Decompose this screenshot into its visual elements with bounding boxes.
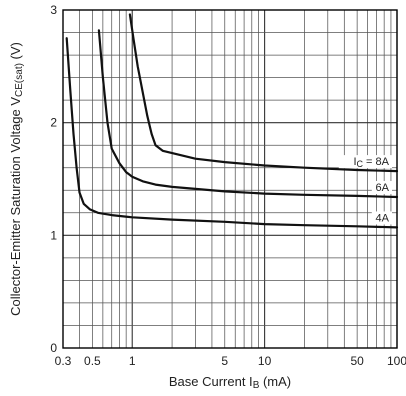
series-label-bg-8A xyxy=(338,155,392,169)
plot-area xyxy=(63,10,397,348)
series-label-6A: 6A xyxy=(376,182,390,194)
series-label-4A: 4A xyxy=(376,212,390,224)
x-tick-label: 1 xyxy=(129,354,136,368)
plot-background xyxy=(63,10,397,348)
series-label-bg-6A xyxy=(371,181,392,195)
x-tick-label: 10 xyxy=(258,354,272,368)
x-tick-label: 100 xyxy=(387,354,406,368)
series-line-6A xyxy=(97,29,399,199)
x-tick-label: 5 xyxy=(221,354,228,368)
series-line-8A xyxy=(128,13,399,173)
x-tick-label: 50 xyxy=(350,354,364,368)
tick-labels: 0.3 0.5 1 5 10 50 100 0 1 2 3 xyxy=(50,3,406,368)
y-tick-label: 1 xyxy=(50,228,57,242)
y-tick-label: 3 xyxy=(50,3,57,17)
x-axis-label: Base Current IB (mA) xyxy=(169,374,291,391)
x-tick-label: 0.5 xyxy=(84,354,101,368)
plot-frame xyxy=(62,9,398,349)
series-layer: IC = 8A 6A 4A xyxy=(65,13,399,229)
x-tick-label: 0.3 xyxy=(55,354,72,368)
series-label-8A: IC = 8A xyxy=(353,156,389,169)
y-axis-label: Collector-Emitter Saturation Voltage VCE… xyxy=(8,42,25,316)
series-label-bg-4A xyxy=(371,211,392,225)
y-tick-label: 2 xyxy=(50,116,57,130)
axis-labels: Base Current IB (mA) Collector-Emitter Sa… xyxy=(8,42,291,391)
grid-lines xyxy=(62,9,398,349)
plot-border xyxy=(62,9,398,349)
y-tick-label: 0 xyxy=(50,341,57,355)
series-line-4A xyxy=(65,37,399,229)
